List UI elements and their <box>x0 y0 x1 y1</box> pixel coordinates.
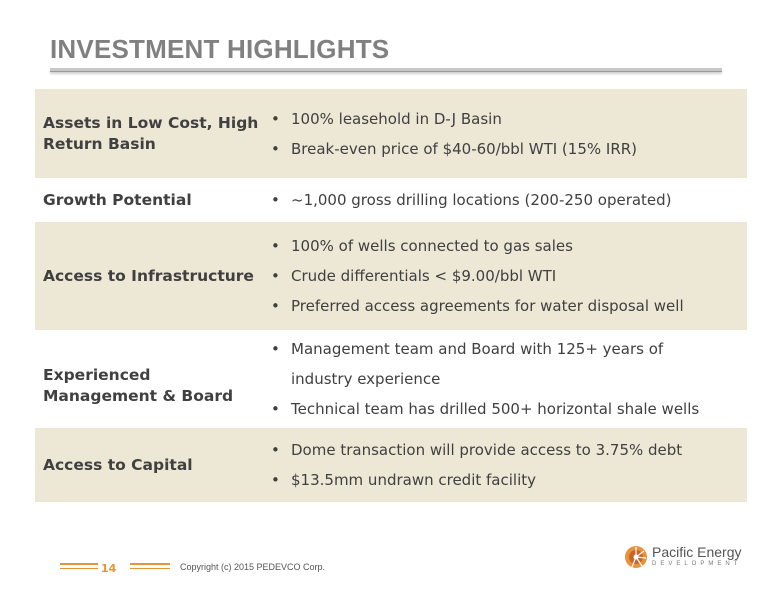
bullet-text: Management team and Board with 125+ year… <box>291 340 664 388</box>
footer-rule-left <box>60 563 98 565</box>
title-divider <box>50 68 722 72</box>
bullet-item: • 100% leasehold in D-J Basin <box>265 104 747 134</box>
bullet-marker: • <box>271 441 280 459</box>
row-bullets: • 100% leasehold in D-J Basin • Break-ev… <box>265 89 747 178</box>
bullet-marker: • <box>271 297 280 315</box>
bullet-text: $13.5mm undrawn credit facility <box>291 471 537 489</box>
page-title: INVESTMENT HIGHLIGHTS <box>50 34 390 64</box>
row-label: Access to Capital <box>43 455 193 474</box>
footer-rule-right-thin <box>130 568 170 569</box>
shell-logo-icon <box>625 546 647 568</box>
row-bullets: • Dome transaction will provide access t… <box>265 428 747 502</box>
bullet-marker: • <box>271 237 280 255</box>
row-bullets: • Management team and Board with 125+ ye… <box>265 333 747 425</box>
bullet-item: • Technical team has drilled 500+ horizo… <box>265 394 747 424</box>
bullet-text: ~1,000 gross drilling locations (200-250… <box>291 191 672 209</box>
bullet-item: • 100% of wells connected to gas sales <box>265 231 747 261</box>
highlights-table: Assets in Low Cost, High Return Basin • … <box>35 89 747 505</box>
bullet-item: • ~1,000 gross drilling locations (200-2… <box>265 185 747 215</box>
highlight-row-capital: Access to Capital • Dome transaction wil… <box>35 428 747 502</box>
logo-subtitle: DEVELOPMENT <box>652 561 742 567</box>
bullet-item: • Dome transaction will provide access t… <box>265 435 747 465</box>
bullet-marker: • <box>271 471 280 489</box>
highlight-row-management: Experienced Management & Board • Managem… <box>35 333 747 425</box>
footer-rule-left-thin <box>60 568 98 569</box>
highlight-row-infrastructure: Access to Infrastructure • 100% of wells… <box>35 222 747 330</box>
bullet-text: Dome transaction will provide access to … <box>291 441 683 459</box>
bullet-item: • Crude differentials < $9.00/bbl WTI <box>265 261 747 291</box>
bullet-marker: • <box>271 340 280 358</box>
bullet-text: Break-even price of $40-60/bbl WTI (15% … <box>291 139 638 158</box>
highlight-row-assets: Assets in Low Cost, High Return Basin • … <box>35 89 747 178</box>
bullet-marker: • <box>271 191 280 209</box>
copyright-text: Copyright (c) 2015 PEDEVCO Corp. <box>180 562 326 572</box>
bullet-marker: • <box>271 267 280 285</box>
row-label: Growth Potential <box>43 190 192 209</box>
bullet-marker: • <box>271 109 280 128</box>
row-label: Access to Infrastructure <box>43 266 254 285</box>
bullet-text: 100% leasehold in D-J Basin <box>291 109 502 128</box>
row-bullets: • 100% of wells connected to gas sales •… <box>265 222 747 330</box>
bullet-text: Preferred access agreements for water di… <box>291 297 684 315</box>
bullet-item: • $13.5mm undrawn credit facility <box>265 465 747 495</box>
highlight-row-growth: Growth Potential • ~1,000 gross drilling… <box>35 181 747 219</box>
bullet-text: 100% of wells connected to gas sales <box>291 237 573 255</box>
footer-rule-right <box>130 563 170 565</box>
row-label: Assets in Low Cost, High Return Basin <box>43 113 259 153</box>
bullet-item: • Preferred access agreements for water … <box>265 291 747 321</box>
company-logo: Pacific Energy DEVELOPMENT <box>624 545 741 569</box>
bullet-text: Crude differentials < $9.00/bbl WTI <box>291 267 557 285</box>
row-label: Experienced Management & Board <box>43 366 234 405</box>
bullet-marker: • <box>271 139 280 158</box>
bullet-item: • Break-even price of $40-60/bbl WTI (15… <box>265 134 747 164</box>
logo-name: Pacific Energy <box>652 544 742 560</box>
row-bullets: • ~1,000 gross drilling locations (200-2… <box>265 181 747 219</box>
bullet-text: Technical team has drilled 500+ horizont… <box>291 400 700 418</box>
bullet-marker: • <box>271 400 280 418</box>
bullet-item: • Management team and Board with 125+ ye… <box>265 334 747 394</box>
page-number: 14 <box>101 562 117 575</box>
